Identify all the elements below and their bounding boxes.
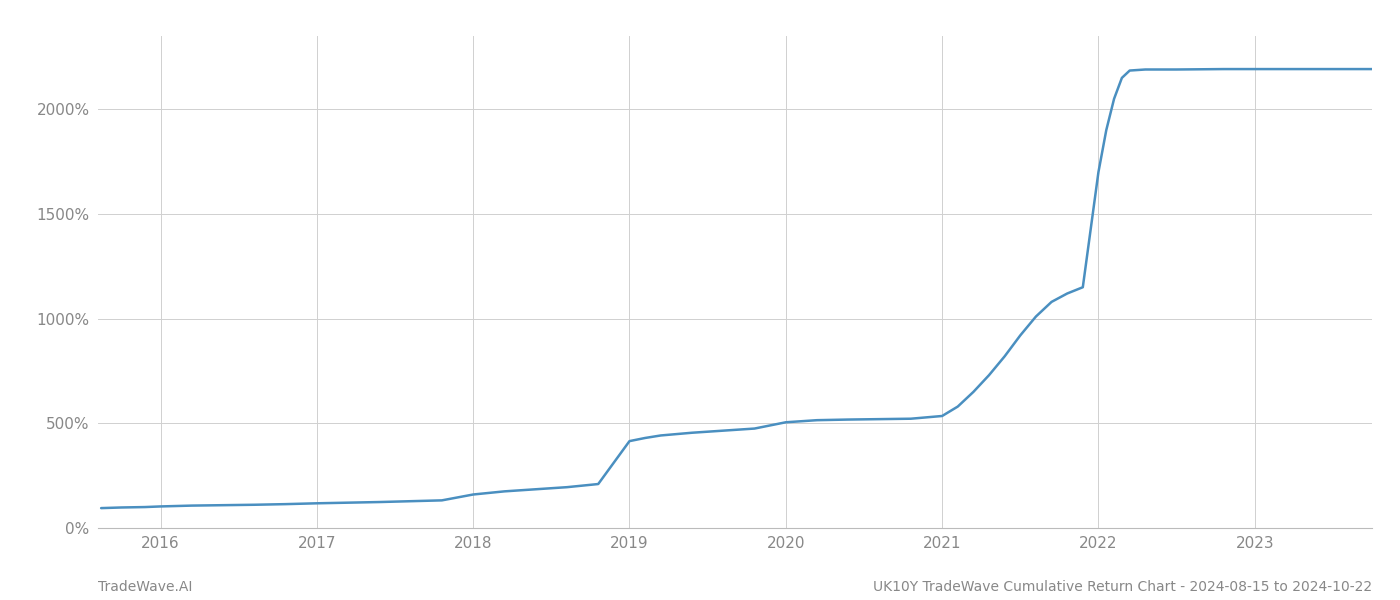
Text: UK10Y TradeWave Cumulative Return Chart - 2024-08-15 to 2024-10-22: UK10Y TradeWave Cumulative Return Chart …	[872, 580, 1372, 594]
Text: TradeWave.AI: TradeWave.AI	[98, 580, 192, 594]
